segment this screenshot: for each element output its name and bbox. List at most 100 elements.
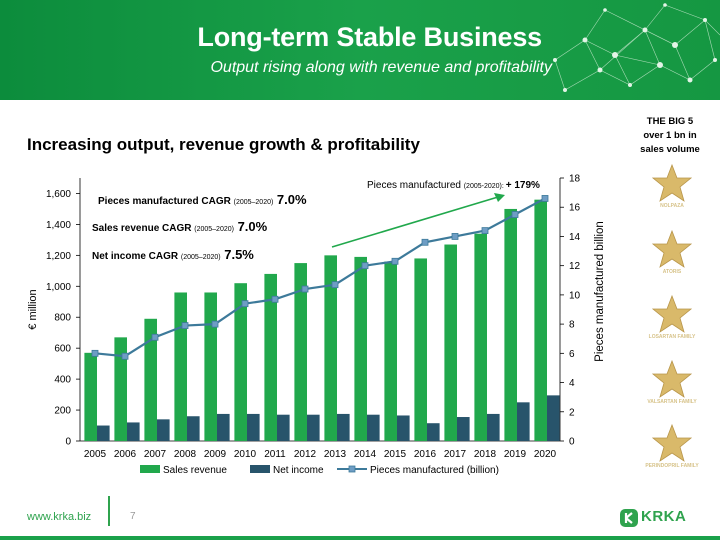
product-label: ATORIS	[662, 269, 682, 275]
x-tick-label: 2016	[414, 449, 437, 460]
bar-net-income	[457, 417, 470, 441]
legend-label: Net income	[273, 465, 324, 476]
bar-sales-revenue	[534, 199, 547, 441]
bar-net-income	[97, 425, 110, 441]
marker-pieces	[331, 281, 339, 289]
product-card: ATORIS	[628, 226, 716, 282]
marker-pieces	[361, 262, 369, 270]
marker-pieces	[541, 195, 549, 202]
legend-swatch-revenue	[140, 465, 160, 473]
x-tick-label: 2005	[84, 449, 107, 460]
product-label: NOLPAZA	[660, 203, 684, 209]
x-tick-label: 2017	[444, 449, 467, 460]
side-title-line: THE BIG 5	[646, 116, 694, 127]
growth-arrow-head	[494, 193, 505, 202]
bar-net-income	[277, 414, 290, 441]
marker-pieces	[91, 349, 99, 357]
y2-axis-title: Pieces manufactured billion	[594, 221, 606, 362]
x-tick-label: 2014	[354, 449, 377, 460]
product-card: NOLPAZA	[628, 160, 716, 216]
bar-sales-revenue	[294, 263, 307, 441]
combo-chart: 0 200 400 600 800 1,000 1,200 1,400 1,600 0 2 4 6 8 10…	[27, 174, 606, 477]
bar-sales-revenue	[114, 337, 127, 441]
y-tick-label: 600	[54, 344, 71, 355]
cagr-annotation: Pieces manufactured CAGR (2005–2020) 7.0…	[98, 192, 307, 207]
page-subtitle: Output rising along with revenue and pro…	[210, 59, 552, 76]
y2-tick-label: 8	[569, 320, 575, 331]
marker-pieces	[301, 285, 309, 293]
y2-tick-label: 6	[569, 349, 575, 360]
y-tick-label: 1,400	[46, 220, 71, 231]
product-card: LOSARTAN FAMILY	[628, 291, 716, 347]
bar-sales-revenue	[384, 261, 397, 441]
page-title: Long-term Stable Business	[197, 22, 542, 52]
bar-net-income	[487, 413, 500, 441]
x-tick-label: 2020	[534, 449, 557, 460]
x-tick-label: 2007	[144, 449, 167, 460]
x-tick-label: 2009	[204, 449, 227, 460]
bar-sales-revenue	[474, 233, 487, 441]
y2-tick-label: 16	[569, 203, 581, 214]
bar-net-income	[157, 419, 170, 441]
page-number: 7	[130, 511, 136, 522]
y-tick-label: 200	[54, 406, 71, 417]
bar-sales-revenue	[324, 255, 337, 441]
bar-sales-revenue	[264, 273, 277, 441]
x-tick-label: 2010	[234, 449, 257, 460]
footer-divider	[108, 496, 110, 526]
gold-star-icon	[652, 295, 692, 333]
x-tick-label: 2013	[324, 449, 347, 460]
bar-net-income	[307, 414, 320, 441]
bar-net-income	[547, 395, 560, 441]
legend-marker-pieces	[348, 465, 356, 473]
bar-net-income	[427, 423, 440, 441]
bar-net-income	[397, 415, 410, 441]
side-title-line: sales volume	[640, 144, 700, 155]
marker-pieces	[151, 333, 159, 341]
marker-pieces	[421, 238, 429, 246]
bar-net-income	[187, 416, 200, 441]
bar-net-income	[337, 413, 350, 441]
section-heading: Increasing output, revenue growth & prof…	[27, 135, 420, 154]
gold-star-icon	[652, 360, 692, 398]
x-tick-label: 2015	[384, 449, 407, 460]
bar-sales-revenue	[414, 258, 427, 441]
marker-pieces	[451, 233, 459, 240]
marker-pieces	[211, 320, 219, 328]
legend-swatch-income	[250, 465, 270, 473]
cagr-annotation: Net income CAGR (2005–2020) 7.5%	[92, 247, 254, 262]
product-label: LOSARTAN FAMILY	[648, 334, 696, 340]
x-tick-label: 2019	[504, 449, 527, 460]
y-tick-label: 800	[54, 313, 71, 324]
bar-sales-revenue	[144, 318, 157, 441]
marker-pieces	[181, 322, 189, 329]
y-tick-label: 1,600	[46, 189, 71, 200]
gold-star-icon	[652, 164, 692, 202]
bar-sales-revenue	[234, 283, 247, 441]
gold-star-icon	[652, 230, 692, 268]
y2-tick-label: 12	[569, 261, 581, 272]
marker-pieces	[241, 300, 249, 308]
product-label: VALSARTAN FAMILY	[647, 399, 697, 405]
y2-tick-label: 14	[569, 232, 581, 243]
y-tick-label: 1,200	[46, 251, 71, 262]
legend-label: Sales revenue	[163, 465, 227, 476]
marker-pieces	[391, 257, 399, 265]
gold-star-icon	[652, 424, 692, 462]
website-link[interactable]: www.krka.biz	[27, 511, 92, 523]
bar-net-income	[367, 414, 380, 441]
x-tick-label: 2008	[174, 449, 197, 460]
x-tick-label: 2011	[264, 449, 286, 460]
side-title-line: over 1 bn in	[643, 130, 697, 141]
bottom-strip	[0, 536, 720, 540]
krka-logo-icon	[620, 509, 638, 527]
bar-net-income	[517, 402, 530, 441]
y-axis-title: € million	[27, 289, 39, 329]
bar-net-income	[247, 413, 260, 441]
y2-tick-label: 4	[569, 378, 575, 389]
y2-tick-label: 18	[569, 174, 581, 185]
bar-net-income	[127, 422, 140, 441]
network-graphic	[553, 3, 720, 92]
y-tick-label: 1,000	[46, 282, 71, 293]
header-banner: Long-term Stable Business Output rising …	[0, 0, 720, 100]
